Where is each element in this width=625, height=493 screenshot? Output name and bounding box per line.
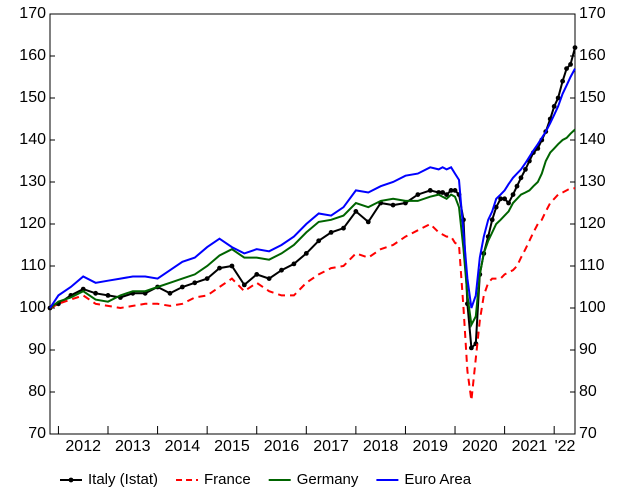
- point: [440, 190, 446, 195]
- point: [365, 219, 371, 225]
- point: [523, 167, 528, 172]
- point: [436, 190, 442, 195]
- point: [564, 66, 569, 71]
- y-tick-label: 100: [19, 299, 46, 316]
- y-tick-label: 80: [28, 383, 46, 400]
- y2-tick-label: 150: [579, 89, 606, 106]
- y2-tick-label: 170: [579, 5, 606, 22]
- point: [279, 267, 284, 273]
- y-tick-label: 150: [19, 89, 46, 106]
- y-tick-label: 170: [19, 5, 46, 22]
- legend-marker: [68, 477, 74, 483]
- point: [93, 290, 99, 296]
- point: [291, 261, 297, 267]
- y2-tick-label: 160: [579, 47, 606, 64]
- point: [560, 78, 566, 84]
- y-tick-label: 160: [19, 47, 46, 64]
- point: [506, 200, 511, 206]
- y2-tick-label: 110: [579, 257, 605, 274]
- point: [448, 188, 454, 193]
- point: [353, 209, 359, 214]
- point: [427, 188, 433, 193]
- point: [551, 104, 557, 109]
- point: [229, 263, 235, 269]
- y-tick-label: 140: [19, 131, 46, 148]
- point: [328, 230, 334, 235]
- y-tick-label: 130: [19, 173, 46, 190]
- y2-tick-label: 130: [579, 173, 606, 190]
- y2-tick-label: 120: [579, 215, 606, 232]
- x-tick-label: 2021: [512, 438, 548, 455]
- point: [452, 188, 458, 193]
- point: [266, 276, 272, 281]
- x-tick-label: 2013: [115, 438, 151, 455]
- point: [555, 95, 561, 101]
- point: [415, 192, 421, 198]
- point: [303, 251, 309, 256]
- point: [204, 276, 210, 281]
- series-line: [49, 128, 576, 329]
- x-tick-label: 2018: [363, 438, 399, 455]
- point: [316, 238, 322, 244]
- point: [489, 217, 495, 223]
- x-tick-label: 2016: [264, 438, 300, 455]
- y-tick-label: 110: [20, 257, 46, 274]
- y2-tick-label: 80: [579, 383, 597, 400]
- point: [390, 202, 396, 208]
- x-tick-label: 2015: [214, 438, 250, 455]
- series-line: [49, 68, 576, 309]
- point: [498, 196, 504, 202]
- legend-label: Euro Area: [404, 471, 471, 488]
- y2-tick-label: 70: [579, 425, 597, 442]
- point: [254, 272, 260, 277]
- x-tick-label: 2020: [462, 438, 498, 455]
- point: [510, 192, 516, 198]
- x-tick-label: '22: [555, 438, 576, 455]
- point: [105, 293, 111, 298]
- point: [518, 175, 524, 181]
- point: [241, 282, 247, 288]
- x-tick-label: 2014: [165, 438, 201, 455]
- point: [444, 192, 450, 198]
- series-line: [49, 187, 575, 401]
- point: [192, 280, 198, 286]
- point: [341, 225, 346, 231]
- y2-tick-label: 100: [579, 299, 606, 316]
- y-tick-label: 90: [28, 341, 46, 358]
- x-tick-label: 2017: [313, 438, 349, 455]
- y-tick-label: 120: [19, 215, 46, 232]
- point: [514, 183, 520, 189]
- y2-tick-label: 140: [579, 131, 606, 148]
- point: [493, 204, 499, 210]
- x-tick-label: 2019: [412, 438, 448, 455]
- legend-label: France: [204, 471, 251, 488]
- y2-tick-label: 90: [579, 341, 597, 358]
- x-tick-label: 2012: [65, 438, 101, 455]
- legend: Italy (Istat) France Germany Euro Area: [60, 471, 472, 488]
- point: [568, 62, 573, 67]
- point: [167, 290, 173, 296]
- point: [572, 45, 578, 50]
- point: [502, 196, 508, 202]
- y-tick-label: 70: [28, 425, 46, 442]
- point: [179, 284, 185, 290]
- point: [80, 286, 86, 292]
- legend-label: Italy (Istat): [88, 471, 158, 488]
- point: [217, 265, 222, 271]
- legend-label: Germany: [297, 471, 359, 488]
- point: [468, 345, 474, 351]
